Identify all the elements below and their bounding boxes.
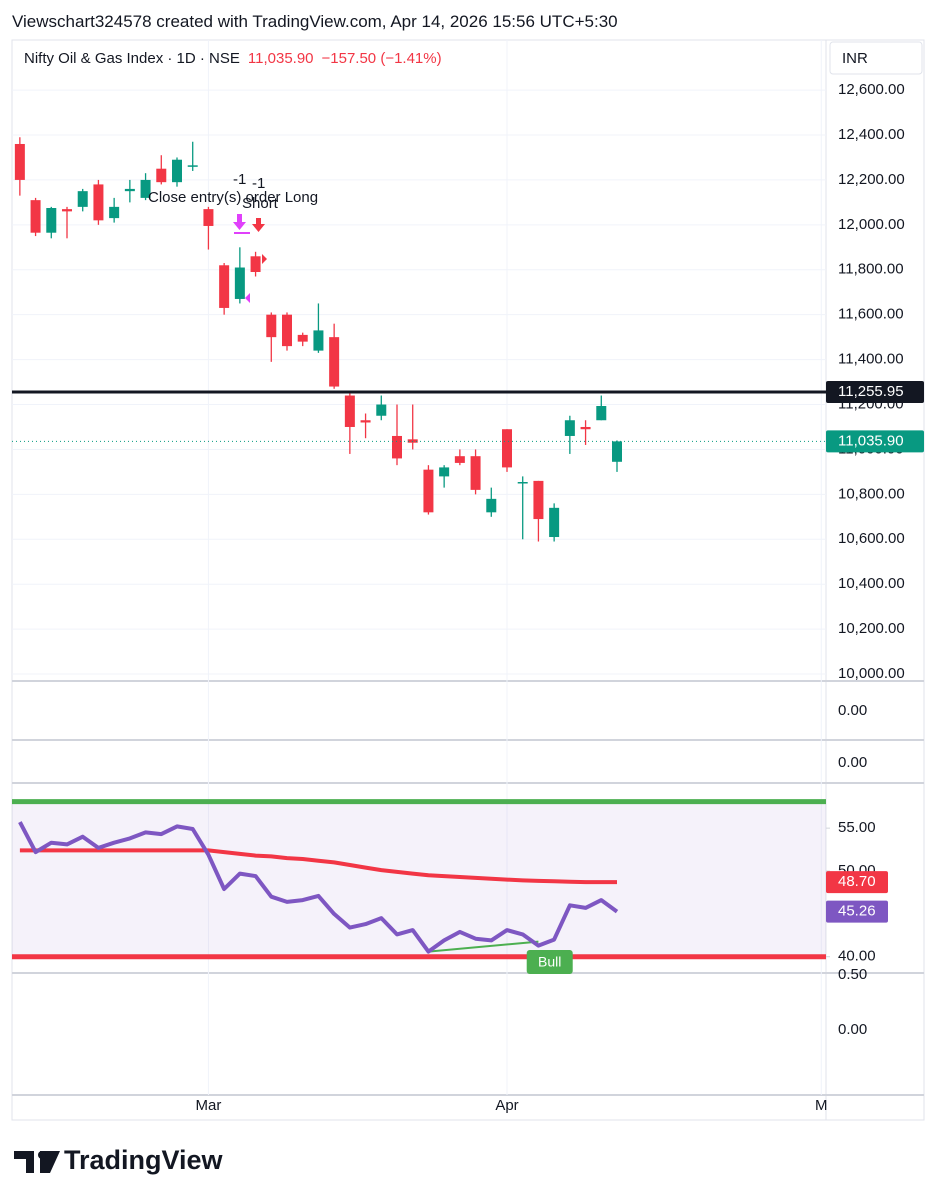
candle-body xyxy=(423,469,434,513)
candle-body xyxy=(549,507,560,538)
y-tick-label: 10,800.00 xyxy=(838,485,905,502)
band-fill xyxy=(12,801,826,957)
trade-marker xyxy=(262,254,267,264)
indicator-line xyxy=(19,848,617,885)
candle-body xyxy=(282,314,292,347)
candle-body xyxy=(203,209,214,226)
candle-body xyxy=(564,420,575,436)
annotation: Close entry(s) order Long xyxy=(148,189,318,206)
candle-body xyxy=(109,206,120,219)
candle-body xyxy=(172,159,182,183)
candle-body xyxy=(77,191,88,207)
y-tick-label: 10,600.00 xyxy=(838,530,905,547)
candle-body xyxy=(313,330,324,351)
annotation-box xyxy=(526,950,573,974)
divergence-line xyxy=(428,940,539,953)
currency: INR xyxy=(842,50,868,67)
y-tick-label: 40.00 xyxy=(838,948,876,965)
candle-body xyxy=(344,395,355,427)
frame xyxy=(11,39,925,1121)
candle-body xyxy=(234,267,245,299)
last-price-tag xyxy=(826,430,924,453)
candle-body xyxy=(439,467,450,477)
title-part: −157.50 (−1.41%) xyxy=(322,50,442,67)
candle-body xyxy=(187,165,198,167)
chart-title: Nifty Oil & Gas Index · 1D · NSE 11,035.9… xyxy=(24,50,442,67)
candle-body xyxy=(219,265,230,308)
candle-body xyxy=(156,168,167,183)
candle-body xyxy=(580,426,591,430)
candle-body xyxy=(360,420,371,423)
y-tick-label: 10,200.00 xyxy=(838,620,905,637)
y-tick-label: 12,600.00 xyxy=(838,81,905,98)
title-part: 11,035.90 xyxy=(248,50,314,67)
annotation: Bull xyxy=(538,954,561,970)
y-tick-label: 10,400.00 xyxy=(838,575,905,592)
candle-body xyxy=(266,314,277,338)
y-tick-label: 11,400.00 xyxy=(838,351,904,368)
y-tick-label: 12,200.00 xyxy=(838,171,905,188)
trade-marker xyxy=(245,293,250,303)
candle-body xyxy=(502,429,512,468)
candle-body xyxy=(486,498,497,513)
annotation: Short xyxy=(242,195,279,212)
pane-label: 0.00 xyxy=(838,1021,867,1038)
pane-label: 0.00 xyxy=(838,754,867,771)
pane-label: 0.00 xyxy=(838,702,867,719)
candle-body xyxy=(517,482,528,484)
value-tag-label: 48.70 xyxy=(838,873,876,890)
title-part: Nifty Oil & Gas Index · 1D · NSE xyxy=(24,50,240,67)
y-tick-label: 55.00 xyxy=(838,819,876,836)
logo-dot xyxy=(38,1151,46,1159)
header: Viewschart324578 created with TradingVie… xyxy=(12,12,618,31)
candle-body xyxy=(612,441,622,462)
logo-mark xyxy=(14,1151,60,1173)
y-tick-label: 12,400.00 xyxy=(838,126,905,143)
value-tag xyxy=(826,900,888,923)
y-tick-label: 11,800.00 xyxy=(838,261,904,278)
price-tag xyxy=(826,380,924,403)
annotation: -1 xyxy=(252,175,265,192)
candle-body xyxy=(376,404,387,416)
candle-body xyxy=(470,456,481,490)
x-tick-label: M xyxy=(815,1097,828,1114)
candle-body xyxy=(392,435,402,459)
x-tick-label: Mar xyxy=(196,1097,222,1114)
candle-body xyxy=(14,143,25,180)
trade-arrow xyxy=(252,218,265,232)
y-tick-label: 10,000.00 xyxy=(838,665,905,682)
candle-body xyxy=(533,480,544,520)
candle-body xyxy=(250,256,261,273)
candle-body xyxy=(93,184,104,221)
candle-body xyxy=(140,179,151,198)
trade-arrow xyxy=(233,214,246,230)
candle-body xyxy=(454,456,465,463)
candle-body xyxy=(297,334,308,342)
annotation: -1 xyxy=(233,171,246,188)
candle-body xyxy=(596,406,607,421)
candle-body xyxy=(62,209,72,212)
pane-label: 0.50 xyxy=(838,966,867,983)
y-tick-label: 12,000.00 xyxy=(838,216,905,233)
last-price-label: 11,035.90 xyxy=(838,432,904,449)
logo-text: TradingView xyxy=(64,1145,224,1175)
candle-body xyxy=(329,337,340,387)
candle-body xyxy=(46,207,57,233)
x-tick-label: Apr xyxy=(495,1097,518,1114)
value-tag xyxy=(826,871,888,894)
candle-body xyxy=(124,188,135,192)
candle-body xyxy=(30,200,41,233)
price-tag-label: 11,255.95 xyxy=(838,383,904,400)
currency-box xyxy=(829,41,923,75)
indicator-line xyxy=(18,821,619,954)
y-tick-label: 11,600.00 xyxy=(838,306,904,323)
value-tag-label: 45.26 xyxy=(838,903,876,920)
